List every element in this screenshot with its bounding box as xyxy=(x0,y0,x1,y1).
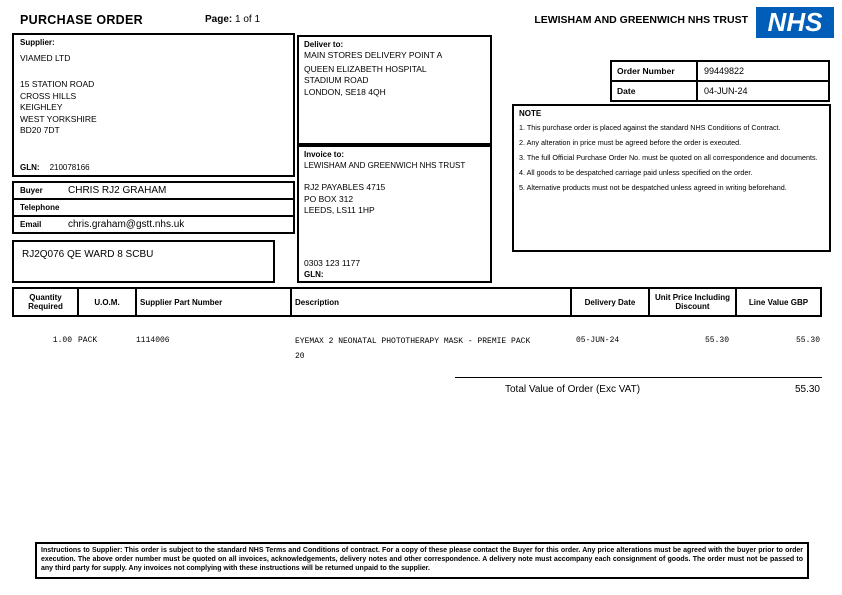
telephone-label: Telephone xyxy=(20,203,60,212)
item-quantity: 1.00 xyxy=(52,336,72,345)
note-item: 5. Alternative products must not be desp… xyxy=(519,183,787,192)
supplier-address-line: 15 STATION ROAD xyxy=(20,79,95,89)
item-unit-price: 55.30 xyxy=(704,336,729,345)
buyer-value: CHRIS RJ2 GRAHAM xyxy=(68,185,167,196)
supplier-box: Supplier: VIAMED LTD 15 STATION ROAD CRO… xyxy=(12,33,295,177)
item-line-value: 55.30 xyxy=(795,336,820,345)
requisition-ref-box: RJ2Q076 QE WARD 8 SCBU xyxy=(12,240,275,283)
deliver-to-label: Deliver to: xyxy=(304,40,344,49)
nhs-logo: NHS xyxy=(756,7,834,38)
supplier-address-line: CROSS HILLS xyxy=(20,90,77,101)
email-row: Email chris.graham@gstt.nhs.uk xyxy=(12,215,295,234)
invoice-to-gln-label: GLN: xyxy=(304,270,324,279)
email-label: Email xyxy=(20,220,42,229)
nhs-logo-text: NHS xyxy=(767,7,823,37)
supplier-label: Supplier: xyxy=(20,38,55,47)
note-item: 4. All goods to be despatched carriage p… xyxy=(519,168,753,177)
supplier-instructions-box: Instructions to Supplier: This order is … xyxy=(35,542,809,579)
col-header-description: Description xyxy=(292,289,572,315)
supplier-instructions-text: Instructions to Supplier: This order is … xyxy=(41,547,803,573)
email-value: chris.graham@gstt.nhs.uk xyxy=(68,219,185,230)
invoice-to-box: Invoice to: LEWISHAM AND GREENWICH NHS T… xyxy=(297,145,492,283)
supplier-gln: GLN: 210078166 xyxy=(20,163,90,172)
col-header-delivery-date: Delivery Date xyxy=(572,289,650,315)
supplier-address-line: BD20 7DT xyxy=(20,125,60,135)
invoice-to-phone: 0303 123 1177 xyxy=(304,258,361,268)
note-item: 2. Any alteration in price must be agree… xyxy=(519,138,742,147)
note-item: 3. The full Official Purchase Order No. … xyxy=(519,153,818,162)
order-number-value: 99449822 xyxy=(704,66,745,76)
col-header-unit-price: Unit Price Including Discount xyxy=(650,289,737,315)
invoice-to-address: RJ2 PAYABLES 4715 PO BOX 312 LEEDS, LS11… xyxy=(304,182,385,217)
order-info-table: Order Number 99449822 Date 04-JUN-24 xyxy=(610,60,830,102)
order-date-row: Date 04-JUN-24 xyxy=(612,80,828,100)
supplier-name: VIAMED LTD xyxy=(20,53,71,63)
buyer-label: Buyer xyxy=(20,186,43,195)
deliver-to-line: MAIN STORES DELIVERY POINT A xyxy=(304,50,443,60)
col-header-part-number: Supplier Part Number xyxy=(137,289,292,315)
item-delivery-date: 05-JUN-24 xyxy=(576,336,620,345)
item-description-line2: 20 xyxy=(295,352,305,361)
invoice-to-line: LEEDS, LS11 1HP xyxy=(304,205,375,215)
supplier-address-line: WEST YORKSHIRE xyxy=(20,113,97,124)
deliver-to-line: STADIUM ROAD xyxy=(304,75,369,85)
order-date-value: 04-JUN-24 xyxy=(704,86,748,96)
total-label: Total Value of Order (Exc VAT) xyxy=(505,384,641,395)
col-header-line-value: Line Value GBP xyxy=(748,297,809,307)
requisition-ref: RJ2Q076 QE WARD 8 SCBU xyxy=(22,249,154,260)
trust-name: LEWISHAM AND GREENWICH NHS TRUST xyxy=(534,14,748,26)
invoice-to-name: LEWISHAM AND GREENWICH NHS TRUST xyxy=(304,161,466,170)
order-date-label: Date xyxy=(612,82,698,100)
invoice-to-label: Invoice to: xyxy=(304,150,345,159)
note-box: NOTE 1. This purchase order is placed ag… xyxy=(512,104,831,252)
item-description-line1: EYEMAX 2 NEONATAL PHOTOTHERAPY MASK - PR… xyxy=(295,337,531,346)
deliver-to-line: QUEEN ELIZABETH HOSPITAL xyxy=(304,63,427,74)
note-item: 1. This purchase order is placed against… xyxy=(519,123,781,132)
page-title: PURCHASE ORDER xyxy=(20,13,143,27)
deliver-to-box: Deliver to: MAIN STORES DELIVERY POINT A… xyxy=(297,35,492,145)
invoice-to-line: RJ2 PAYABLES 4715 xyxy=(304,182,386,192)
supplier-gln-value: 210078166 xyxy=(49,163,90,172)
col-header-quantity: Quantity Required xyxy=(14,289,79,315)
page-indicator: Page: 1 of 1 xyxy=(205,14,260,25)
total-value: 55.30 xyxy=(794,384,820,395)
item-uom: PACK xyxy=(78,336,98,345)
supplier-gln-label: GLN: xyxy=(20,163,40,172)
supplier-address-line: KEIGHLEY xyxy=(20,102,63,112)
order-number-label: Order Number xyxy=(612,62,698,80)
order-number-row: Order Number 99449822 xyxy=(612,62,828,80)
deliver-to-address: MAIN STORES DELIVERY POINT A QUEEN ELIZA… xyxy=(304,50,442,98)
note-title: NOTE xyxy=(519,109,542,118)
page-value: 1 of 1 xyxy=(235,14,261,25)
invoice-to-line: PO BOX 312 xyxy=(304,193,354,204)
buyer-info-table: Buyer CHRIS RJ2 GRAHAM Telephone Email c… xyxy=(12,181,295,234)
page-label: Page: xyxy=(205,14,233,25)
col-header-uom: U.O.M. xyxy=(79,289,137,315)
supplier-address: 15 STATION ROAD CROSS HILLS KEIGHLEY WES… xyxy=(20,79,97,137)
total-divider xyxy=(455,377,822,378)
items-table-header: Quantity Required U.O.M. Supplier Part N… xyxy=(12,287,822,317)
item-part-number: 1114006 xyxy=(136,336,170,345)
deliver-to-line: LONDON, SE18 4QH xyxy=(304,86,386,97)
